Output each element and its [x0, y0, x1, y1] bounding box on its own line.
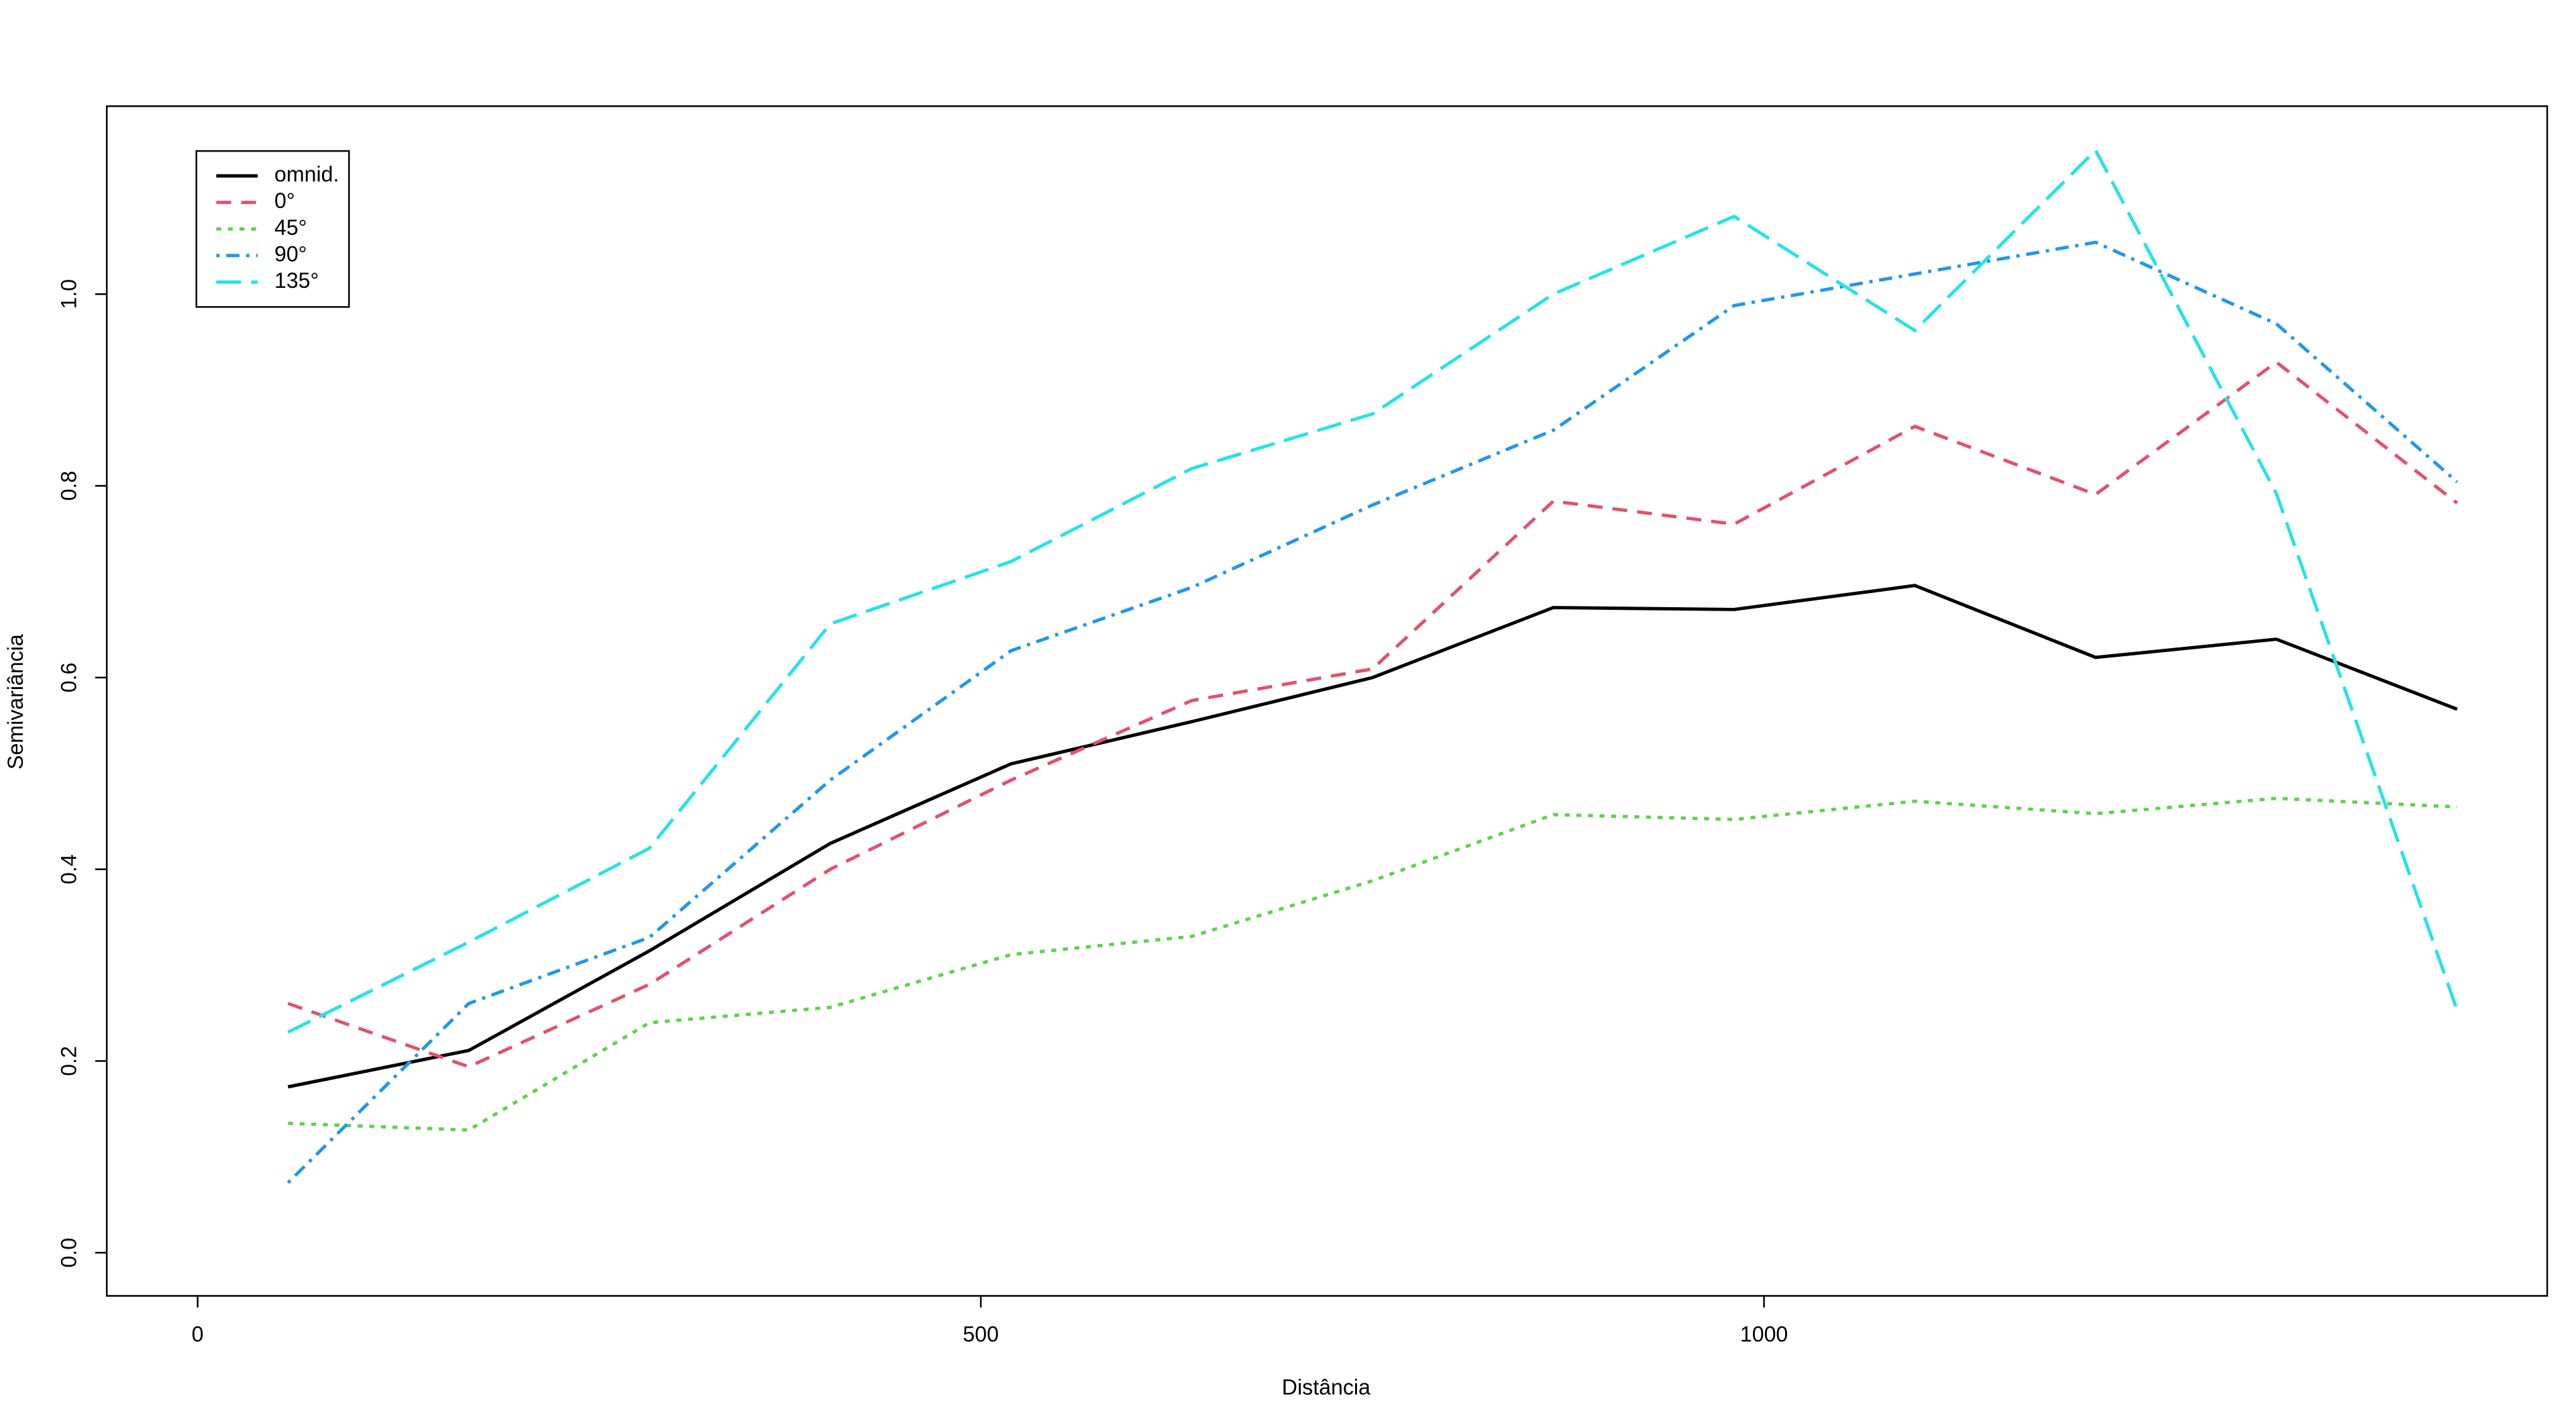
x-tick-label: 500 [963, 1322, 999, 1346]
x-tick-label: 1000 [1740, 1322, 1788, 1346]
legend-label: 0° [274, 189, 295, 213]
series-line [286, 240, 2459, 1184]
series-line [287, 360, 2459, 1069]
y-tick-label: 1.0 [56, 279, 80, 309]
x-axis-label: Distância [1282, 1375, 1371, 1399]
plot-frame [105, 105, 2548, 1297]
series-line [287, 584, 2458, 1089]
y-tick-label: 0.4 [56, 854, 80, 884]
y-tick-label: 0.2 [56, 1046, 80, 1076]
series-line [288, 796, 2457, 1132]
legend-label: 135° [274, 268, 319, 293]
y-tick-label: 0.6 [56, 663, 80, 693]
legend-label: 45° [274, 215, 307, 240]
y-axis-label: Semivariância [3, 634, 28, 770]
series-line [287, 147, 2459, 1034]
y-tick-label: 0.0 [56, 1238, 80, 1268]
y-tick-label: 0.8 [56, 471, 80, 501]
legend-label: omnid. [274, 162, 339, 187]
x-tick-label: 0 [192, 1322, 204, 1346]
legend-label: 90° [274, 242, 307, 266]
